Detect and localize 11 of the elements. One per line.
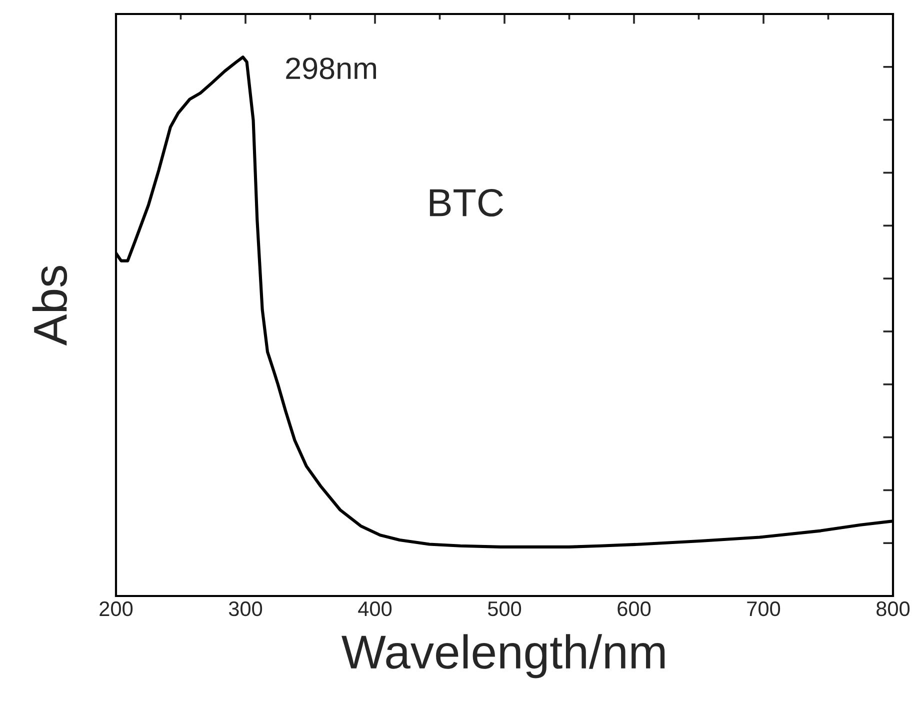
x-tick-label: 700	[747, 601, 780, 616]
x-tick-label: 200	[100, 601, 133, 616]
x-tick-label: 400	[358, 601, 392, 616]
y-axis-title: Abs	[32, 266, 68, 346]
x-axis-title: Wavelength/nm	[342, 634, 665, 678]
annotation: BTC	[430, 188, 504, 216]
x-tick-label: 600	[618, 601, 651, 616]
x-tick-label: 800	[876, 601, 910, 616]
x-tick-label: 500	[488, 601, 522, 616]
x-tick-label: 300	[228, 601, 262, 616]
annotation: 298nm	[286, 58, 376, 80]
